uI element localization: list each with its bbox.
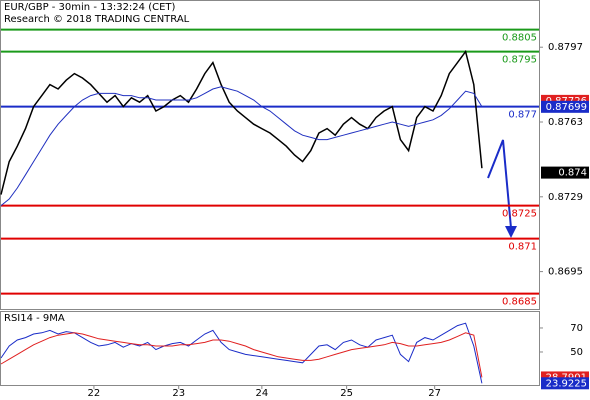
price-marker xyxy=(541,166,589,179)
series-line xyxy=(0,49,483,195)
x-tick-label: 23 xyxy=(172,388,185,399)
x-tick-label: 25 xyxy=(340,388,353,399)
y-tick-label: 0.8763 xyxy=(548,117,583,128)
y-tick-label: 70 xyxy=(570,323,583,334)
level-label: 0.877 xyxy=(508,110,537,121)
level-label: 0.8805 xyxy=(502,33,537,44)
chart-subtitle: Research © 2018 TRADING CENTRAL xyxy=(4,14,190,25)
arrow-head xyxy=(505,226,517,238)
level-label: 0.8725 xyxy=(502,209,537,220)
rsi-frame xyxy=(0,311,540,386)
x-tick-label: 22 xyxy=(88,388,101,399)
projection-arrow xyxy=(487,139,512,229)
price-marker-label: 0.87699 xyxy=(546,102,587,113)
y-tick-label: 50 xyxy=(570,347,583,358)
level-label: 0.871 xyxy=(508,242,537,253)
y-tick-label: 0.8695 xyxy=(548,267,583,278)
series-line xyxy=(0,332,483,378)
y-tick-label: 0.8729 xyxy=(548,192,583,203)
price-marker xyxy=(541,100,589,113)
price-marker-label: 23.9225 xyxy=(546,378,587,389)
x-tick-label: 27 xyxy=(428,388,441,399)
x-tick-label: 24 xyxy=(255,388,268,399)
price-marker xyxy=(541,377,589,390)
y-tick-label: 0.8797 xyxy=(548,42,583,53)
rsi-title: RSI14 - 9MA xyxy=(4,313,65,324)
level-label: 0.8795 xyxy=(502,55,537,66)
price-frame xyxy=(0,0,540,310)
level-label: 0.8685 xyxy=(502,297,537,308)
series-line xyxy=(0,322,483,384)
chart-title: EUR/GBP - 30min - 13:32:24 (CET) xyxy=(4,2,176,13)
series-line xyxy=(0,86,483,206)
price-marker-label: 0.874 xyxy=(558,168,587,179)
